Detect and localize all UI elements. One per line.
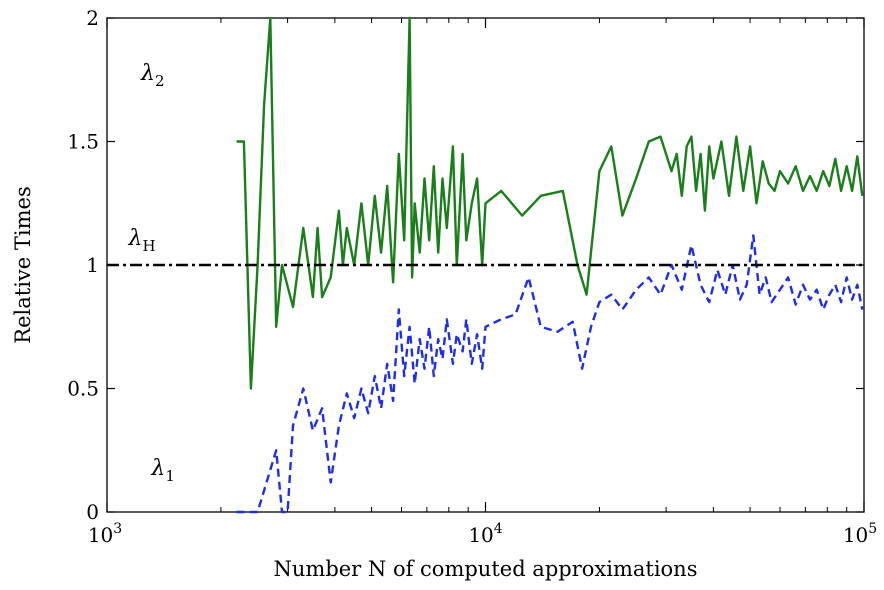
series-label-3: λH [128,226,156,255]
x-tick-label: 105 [843,521,877,547]
y-tick-label: 0 [86,500,99,524]
y-tick-label: 1.5 [67,130,99,154]
y-tick-label: 1 [86,253,99,277]
y-axis-title: Relative Times [11,186,35,343]
series-label-2: λ1 [150,456,175,485]
series-line-1 [236,16,864,390]
series-line-2 [236,234,864,514]
x-axis-title: Number N of computed approximations [274,557,698,581]
x-tick-label: 103 [88,521,122,547]
y-tick-label: 2 [86,6,99,30]
x-tick-label: 104 [468,521,502,547]
y-tick-label: 0.5 [67,377,99,401]
series-label-1: λ2 [140,61,165,90]
